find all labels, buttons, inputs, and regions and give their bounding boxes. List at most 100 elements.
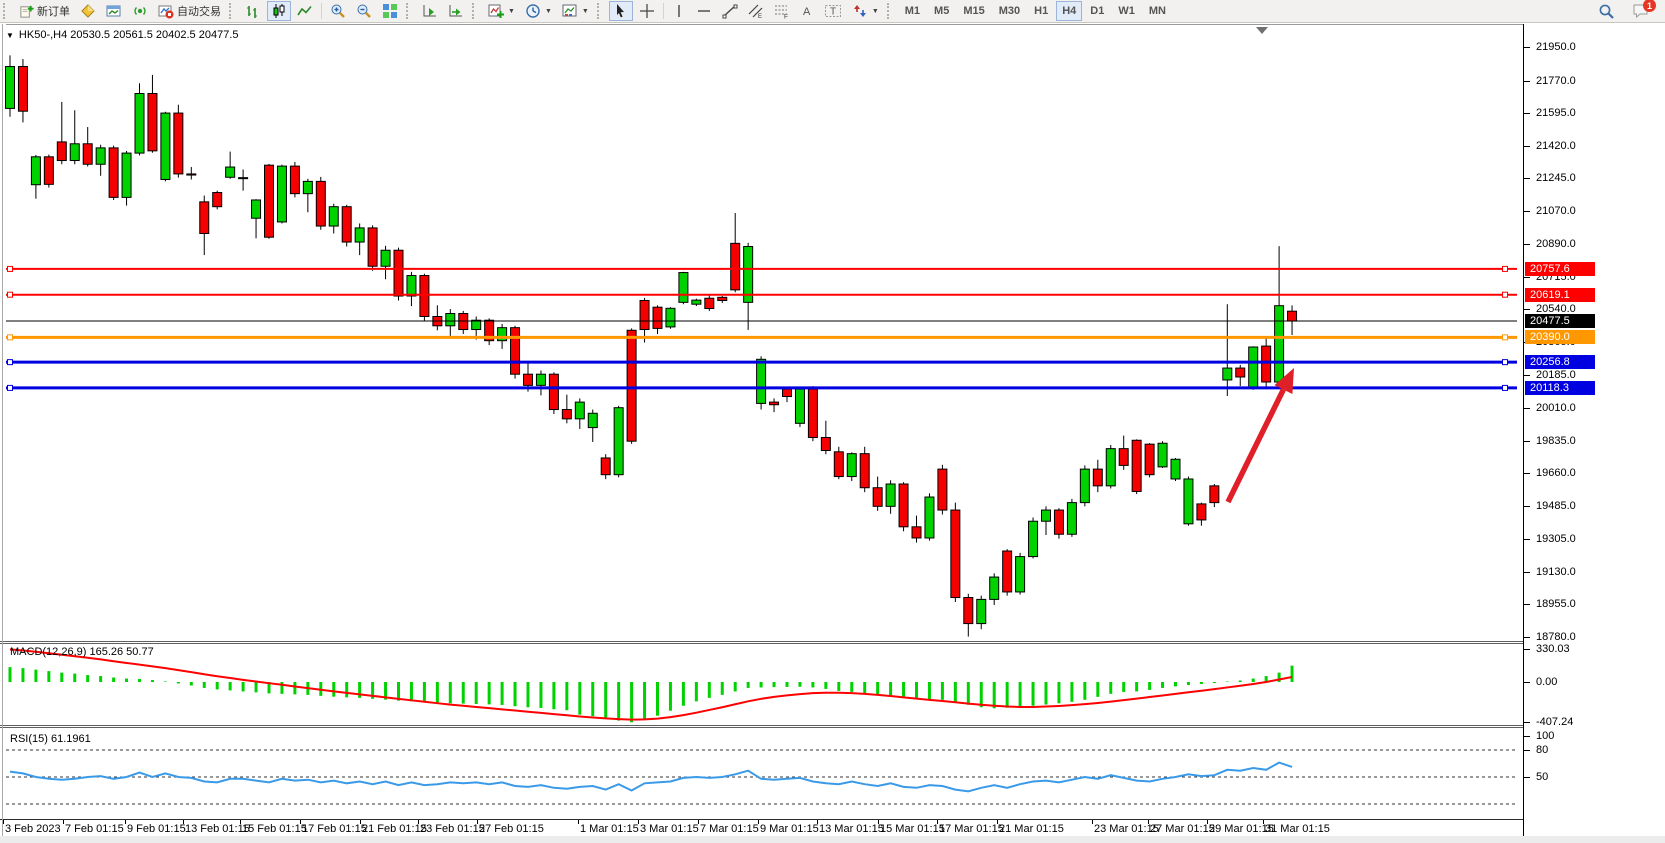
bear-candle (769, 401, 780, 406)
price-level-badge: 20118.3 (1525, 380, 1595, 395)
bear-candle (820, 436, 831, 451)
arrows-button[interactable]: ▼ (848, 1, 883, 21)
rsi-tick-label: 100 (1536, 730, 1555, 742)
timeframe-m5[interactable]: M5 (928, 1, 955, 21)
periods-button[interactable]: ▼ (521, 1, 556, 21)
bear-candle (510, 327, 521, 375)
toolbar-grip[interactable] (472, 3, 479, 19)
autotrading-button[interactable]: 自动交易 (154, 1, 225, 21)
price-tick-label: 20185.0 (1536, 369, 1576, 382)
pane-separator[interactable] (0, 641, 1665, 644)
bull-candle (95, 147, 106, 165)
price-tick (1524, 539, 1530, 541)
zoom-out-button[interactable] (352, 1, 376, 21)
chart-left-border (2, 24, 3, 836)
pane-separator[interactable] (0, 725, 1665, 728)
zoom-in-button[interactable] (326, 1, 350, 21)
chart-shift-button[interactable] (444, 1, 468, 21)
timeframe-d1[interactable]: D1 (1084, 1, 1110, 21)
data-window-button[interactable] (76, 1, 100, 21)
macd-tick (1524, 649, 1530, 651)
candlestick-chart-button[interactable] (267, 1, 291, 21)
line-chart-button[interactable] (293, 1, 317, 21)
search-button[interactable] (1594, 1, 1619, 21)
autotrading-icon (158, 5, 174, 19)
bull-candle (251, 199, 262, 219)
toolbar-grip[interactable] (3, 3, 10, 19)
auto-scroll-button[interactable] (418, 1, 442, 21)
bull-candle (846, 453, 857, 478)
date-tick (1092, 820, 1093, 824)
vertical-line-button[interactable] (668, 1, 690, 21)
bear-candle (1092, 468, 1103, 487)
date-tick (300, 820, 301, 824)
bull-candle (1105, 448, 1116, 487)
bear-candle (289, 165, 300, 195)
date-tick (360, 820, 361, 824)
bear-candle (782, 388, 792, 398)
timeframe-w1[interactable]: W1 (1112, 1, 1141, 21)
dropdown-arrow-icon: ▼ (544, 7, 552, 15)
price-axis[interactable]: 21950.0 21770.0 21595.0 21420.0 21245.0 21070… (1524, 24, 1665, 836)
timeframe-m1[interactable]: M1 (899, 1, 926, 21)
timeframe-m15[interactable]: M15 (957, 1, 990, 21)
bull-candle (160, 112, 171, 181)
bar-chart-icon (247, 6, 257, 18)
bear-candle (1235, 367, 1246, 378)
svg-text:F: F (784, 14, 788, 20)
price-tick-label: 21070.0 (1536, 204, 1576, 217)
price-tick-label: 20890.0 (1536, 238, 1576, 251)
notifications-button[interactable]: 1 (1628, 0, 1656, 21)
price-tick-label: 20540.0 (1536, 303, 1576, 316)
toolbar: 新订单 自动交易 (0, 0, 1665, 23)
toolbar-grip[interactable] (229, 3, 236, 19)
line-anchor (1502, 334, 1508, 341)
text-button[interactable]: A (796, 1, 818, 21)
equidistant-channel-button[interactable]: E (744, 1, 768, 21)
bear-candle (639, 299, 650, 331)
fibonacci-button[interactable]: F (770, 1, 794, 21)
date-tick (125, 820, 126, 824)
toolbar-grip[interactable] (596, 3, 604, 19)
bear-candle (950, 509, 961, 599)
bear-candle (393, 249, 404, 297)
bull-candle (302, 180, 313, 195)
candlestick-chart[interactable] (0, 24, 1523, 641)
rsi-indicator-pane[interactable] (0, 728, 1523, 819)
price-tick-label: 19660.0 (1536, 467, 1576, 480)
timeframe-mn[interactable]: MN (1143, 1, 1172, 21)
toolbar-grip[interactable] (406, 3, 413, 19)
new-order-button[interactable]: 新订单 (15, 1, 74, 21)
macd-indicator-pane[interactable] (0, 644, 1523, 725)
symbol-dropdown-icon[interactable]: ▼ (6, 30, 14, 40)
cursor-button[interactable] (608, 1, 633, 21)
bear-candle (367, 227, 378, 267)
bar-chart-button[interactable] (241, 1, 265, 21)
navigator-button[interactable] (102, 1, 126, 21)
date-label: 3 Feb 2023 (5, 823, 61, 835)
price-level-badge: 20757.6 (1525, 261, 1595, 276)
crosshair-button[interactable] (635, 1, 659, 21)
line-anchor (7, 291, 13, 298)
vertical-line-icon (678, 5, 680, 17)
timeframe-h4[interactable]: H4 (1056, 1, 1083, 21)
date-axis[interactable]: 3 Feb 2023 7 Feb 01:15 9 Feb 01:15 13 Feb 0… (0, 819, 1665, 836)
tile-windows-button[interactable] (378, 1, 402, 21)
trendline-button[interactable] (718, 1, 742, 21)
date-tick (878, 820, 879, 824)
bull-candle (924, 496, 935, 539)
horizontal-line-button[interactable] (692, 1, 716, 21)
toolbar-grip[interactable] (886, 3, 894, 19)
signals-button[interactable] (128, 1, 152, 21)
timeframe-m30[interactable]: M30 (993, 1, 1026, 21)
chart-title: ▼ HK50-,H4 20530.5 20561.5 20402.5 20477… (6, 29, 239, 41)
line-anchor (7, 334, 13, 341)
bull-candle (225, 166, 236, 178)
timeframe-h1[interactable]: H1 (1028, 1, 1054, 21)
indicators-button[interactable]: ▼ (484, 1, 519, 21)
templates-button[interactable]: ▼ (558, 1, 593, 21)
price-tick (1524, 178, 1530, 180)
text-label-button[interactable]: T (820, 1, 846, 21)
svg-text:A: A (803, 6, 811, 18)
date-tick (1148, 820, 1149, 824)
